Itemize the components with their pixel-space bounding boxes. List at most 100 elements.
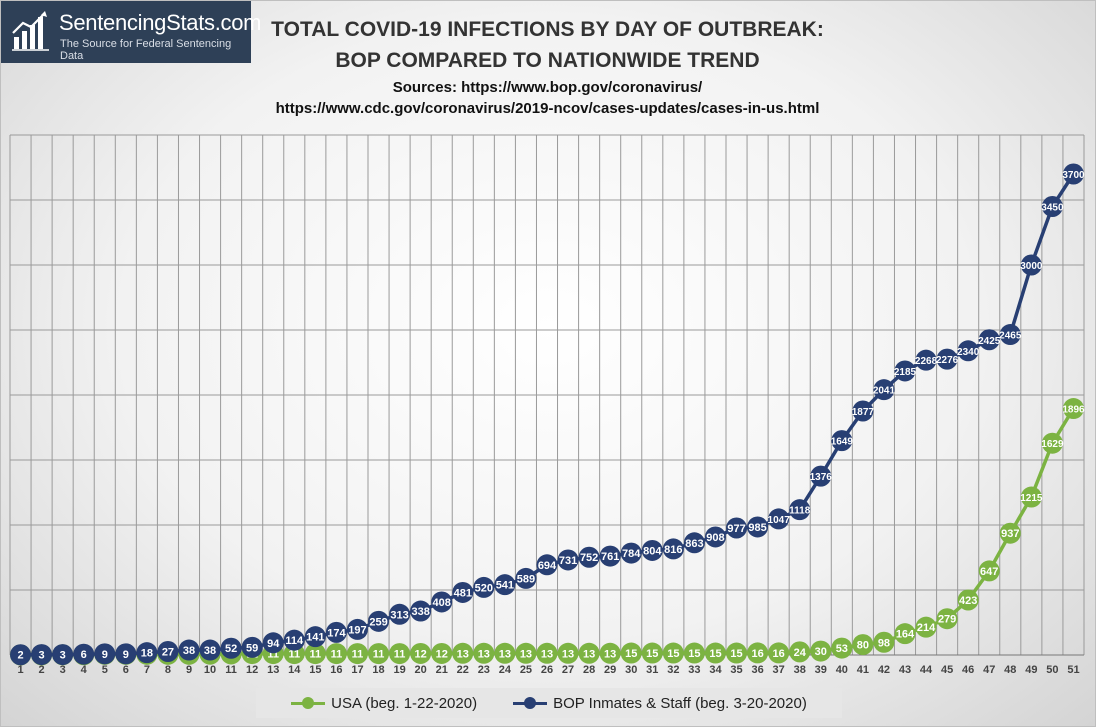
data-point <box>136 642 158 664</box>
data-point <box>915 349 937 371</box>
data-label: 2340 <box>957 347 980 358</box>
data-label: 863 <box>685 538 703 550</box>
legend-item-usa: USA (beg. 1-22-2020) <box>291 695 477 712</box>
x-tick-label: 47 <box>983 664 995 676</box>
data-label: 908 <box>706 532 724 544</box>
x-tick-label: 37 <box>773 664 785 676</box>
data-label: 59 <box>246 642 258 654</box>
logo: SentencingStats.com The Source for Feder… <box>1 1 262 63</box>
bar-chart-icon <box>12 11 49 51</box>
chart-subtitle-line-2: https://www.cdc.gov/coronavirus/2019-nco… <box>275 100 820 117</box>
x-tick-label: 14 <box>288 664 301 676</box>
x-tick-label: 46 <box>962 664 974 676</box>
x-tick-label: 33 <box>688 664 700 676</box>
data-point <box>599 642 621 664</box>
data-point <box>768 508 790 530</box>
data-point <box>894 360 916 382</box>
x-tick-label: 28 <box>583 664 595 676</box>
data-point <box>831 637 853 659</box>
data-point <box>94 643 116 665</box>
data-point <box>852 634 874 656</box>
x-tick-label: 12 <box>246 664 258 676</box>
data-point <box>346 618 368 640</box>
data-point <box>452 581 474 603</box>
data-label: 11 <box>267 649 279 661</box>
data-point <box>283 629 305 651</box>
data-label: 816 <box>664 544 682 556</box>
data-label: 13 <box>457 648 469 660</box>
data-point <box>936 608 958 630</box>
data-point <box>641 539 663 561</box>
x-tick-label: 29 <box>604 664 616 676</box>
data-point <box>662 642 684 664</box>
data-label: 259 <box>369 616 387 628</box>
data-point <box>368 643 390 665</box>
x-tick-label: 23 <box>478 664 490 676</box>
data-label: 18 <box>141 648 153 660</box>
data-label: 3 <box>39 650 45 662</box>
data-point <box>978 329 1000 351</box>
data-point <box>810 640 832 662</box>
data-label: 647 <box>980 566 998 578</box>
x-tick-label: 43 <box>899 664 911 676</box>
x-tick-label: 27 <box>562 664 574 676</box>
data-point <box>536 642 558 664</box>
data-label: 27 <box>162 646 174 658</box>
data-point <box>220 637 242 659</box>
x-tick-label: 42 <box>878 664 890 676</box>
data-point <box>325 643 347 665</box>
data-point <box>473 576 495 598</box>
data-point <box>620 642 642 664</box>
data-label: 1215 <box>1020 493 1043 504</box>
data-label: 408 <box>433 597 451 609</box>
data-label: 13 <box>478 648 490 660</box>
x-tick-label: 3 <box>60 664 66 676</box>
x-tick-label: 21 <box>436 664 448 676</box>
data-label: 12 <box>415 648 427 660</box>
x-tick-label: 20 <box>415 664 427 676</box>
x-tick-label: 44 <box>920 664 933 676</box>
data-point <box>704 526 726 548</box>
data-point <box>31 644 53 666</box>
data-point <box>852 400 874 422</box>
data-label: 279 <box>938 614 956 626</box>
data-point <box>894 623 916 645</box>
data-label: 1376 <box>810 472 833 483</box>
x-tick-label: 13 <box>267 664 279 676</box>
data-point <box>999 522 1021 544</box>
data-label: 1629 <box>1041 439 1064 450</box>
data-point <box>494 642 516 664</box>
data-label: 3 <box>60 650 66 662</box>
legend: USA (beg. 1-22-2020) BOP Inmates & Staff… <box>256 688 842 718</box>
data-point <box>810 465 832 487</box>
x-tick-label: 4 <box>81 664 88 676</box>
x-tick-label: 9 <box>186 664 192 676</box>
data-label: 520 <box>475 582 493 594</box>
data-label: 15 <box>688 648 700 660</box>
x-tick-label: 26 <box>541 664 553 676</box>
data-label: 11 <box>310 649 322 661</box>
data-label: 937 <box>1001 528 1019 540</box>
data-label: 9 <box>102 649 108 661</box>
data-point <box>683 642 705 664</box>
data-point <box>346 643 368 665</box>
data-label: 114 <box>285 635 304 647</box>
data-point <box>52 644 74 666</box>
data-point <box>789 499 811 521</box>
x-tick-label: 40 <box>836 664 848 676</box>
data-label: 338 <box>411 606 429 618</box>
data-label: 2185 <box>894 367 917 378</box>
data-point <box>199 639 221 661</box>
data-label: 53 <box>836 643 848 655</box>
data-point <box>599 545 621 567</box>
data-point <box>1062 163 1084 185</box>
x-tick-label: 18 <box>372 664 384 676</box>
data-label: 2425 <box>978 336 1001 347</box>
data-label: 1118 <box>789 506 811 517</box>
x-tick-label: 16 <box>330 664 342 676</box>
data-label: 13 <box>604 648 616 660</box>
data-label: 15 <box>730 648 742 660</box>
data-label: 1649 <box>831 437 854 448</box>
data-label: 13 <box>562 648 574 660</box>
